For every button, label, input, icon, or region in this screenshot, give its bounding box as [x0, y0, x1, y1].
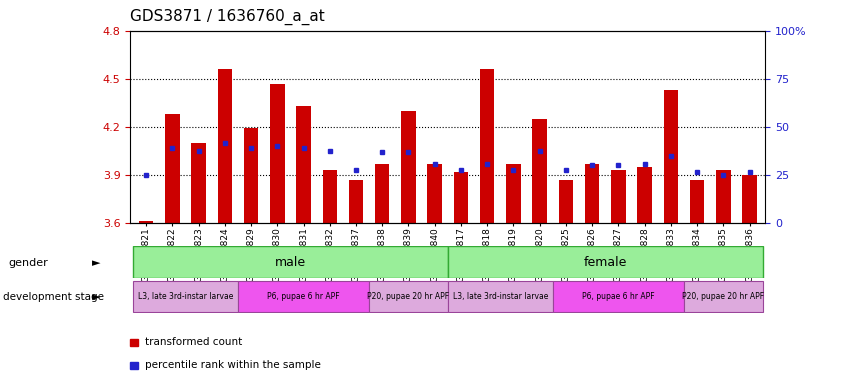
Bar [532, 119, 547, 223]
Bar [611, 170, 626, 223]
Text: development stage: development stage [3, 292, 103, 302]
Bar [447, 247, 763, 278]
Bar [133, 281, 238, 312]
Bar [637, 167, 652, 223]
Bar [323, 170, 337, 223]
Bar [218, 69, 232, 223]
Bar [585, 164, 600, 223]
Bar [349, 180, 363, 223]
Text: percentile rank within the sample: percentile rank within the sample [145, 360, 320, 370]
Text: GDS3871 / 1636760_a_at: GDS3871 / 1636760_a_at [130, 9, 325, 25]
Bar [270, 84, 284, 223]
Bar [369, 281, 447, 312]
Bar [690, 180, 704, 223]
Text: female: female [584, 256, 627, 268]
Text: L3, late 3rd-instar larvae: L3, late 3rd-instar larvae [452, 292, 548, 301]
Bar [401, 111, 415, 223]
Text: P20, pupae 20 hr APF: P20, pupae 20 hr APF [682, 292, 764, 301]
Bar [506, 164, 521, 223]
Bar [375, 164, 389, 223]
Bar [165, 114, 179, 223]
Bar [296, 106, 310, 223]
Bar [480, 69, 495, 223]
Bar [139, 221, 153, 223]
Bar [238, 281, 369, 312]
Text: male: male [275, 256, 306, 268]
Bar [684, 281, 763, 312]
Bar [427, 164, 442, 223]
Bar [743, 175, 757, 223]
Bar [447, 281, 553, 312]
Bar [558, 180, 573, 223]
Text: P6, pupae 6 hr APF: P6, pupae 6 hr APF [582, 292, 654, 301]
Bar [717, 170, 731, 223]
Bar [454, 172, 468, 223]
Text: P20, pupae 20 hr APF: P20, pupae 20 hr APF [368, 292, 450, 301]
Text: ►: ► [93, 292, 101, 302]
Bar [133, 247, 447, 278]
Text: transformed count: transformed count [145, 337, 242, 347]
Bar [553, 281, 684, 312]
Text: P6, pupae 6 hr APF: P6, pupae 6 hr APF [267, 292, 340, 301]
Bar [192, 143, 206, 223]
Bar [664, 90, 678, 223]
Text: ►: ► [93, 258, 101, 268]
Text: L3, late 3rd-instar larvae: L3, late 3rd-instar larvae [138, 292, 233, 301]
Bar [244, 128, 258, 223]
Text: gender: gender [8, 258, 48, 268]
